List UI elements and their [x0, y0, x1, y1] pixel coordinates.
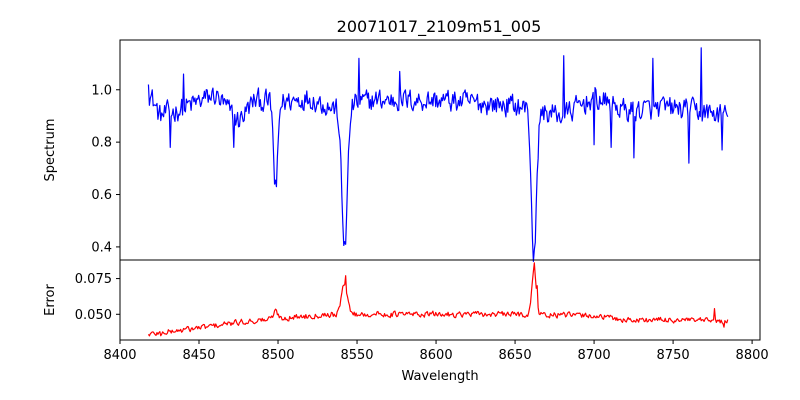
spectrum-y-tick-label: 0.6	[91, 188, 112, 203]
x-axis-label: Wavelength	[401, 369, 478, 384]
x-tick-label: 8750	[657, 348, 690, 363]
error-y-tick-label: 0.050	[75, 308, 112, 323]
x-tick-label: 8600	[420, 348, 453, 363]
x-tick-label: 8400	[103, 348, 136, 363]
spectrum-y-tick-label: 1.0	[91, 83, 112, 98]
error-plot-area	[147, 262, 729, 337]
error-y-axis-label: Error	[43, 284, 58, 316]
spectrum-y-ticks: 0.4 0.6 0.8 1.0	[91, 83, 120, 255]
spectrum-y-tick-label: 0.8	[91, 136, 112, 151]
spectrum-plot-area	[147, 47, 729, 263]
x-tick-label: 8700	[578, 348, 611, 363]
spectrum-y-axis-label: Spectrum	[43, 119, 58, 182]
chart-title: 20071017_2109m51_005	[337, 17, 542, 37]
x-tick-label: 8800	[736, 348, 769, 363]
error-axes-frame	[119, 259, 761, 341]
x-tick-label: 8650	[499, 348, 532, 363]
x-tick-label: 8450	[182, 348, 215, 363]
spectrum-y-tick-label: 0.4	[91, 240, 112, 255]
error-series-line	[147, 262, 729, 337]
error-y-ticks: 0.050 0.075	[75, 272, 120, 323]
error-x-ticks: 8400 8450 8500 8550 8600 8650 8700 8750 8800	[103, 340, 769, 363]
error-y-tick-label: 0.075	[75, 272, 112, 287]
spectrum-series-line	[147, 47, 729, 263]
x-tick-label: 8500	[261, 348, 294, 363]
x-tick-label: 8550	[340, 348, 373, 363]
spectrum-panel: 20071017_2109m51_005 0.4 0.6 0.8 1.0 Spectr…	[43, 17, 761, 263]
